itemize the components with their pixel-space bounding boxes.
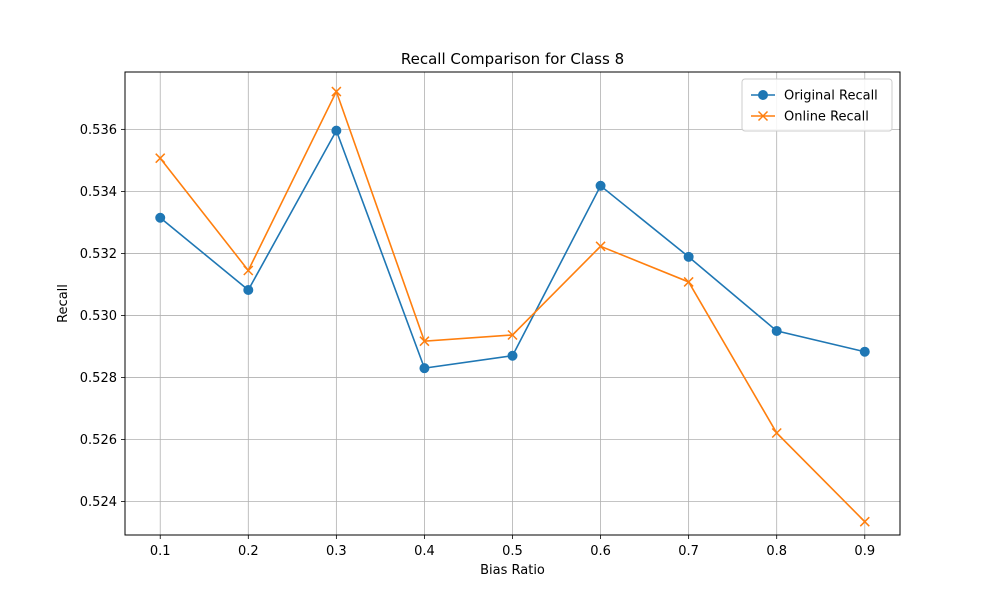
x-tick-label: 0.4 xyxy=(414,544,435,559)
data-point xyxy=(507,350,518,361)
y-tick-label: 0.524 xyxy=(80,495,117,510)
y-axis-ticks: 0.524 0.526 0.528 0.530 0.532 0.534 0.536 xyxy=(80,123,125,510)
y-tick-label: 0.534 xyxy=(80,185,117,200)
x-tick-label: 0.1 xyxy=(150,544,171,559)
data-point xyxy=(243,265,254,276)
data-point xyxy=(683,276,694,287)
x-tick-label: 0.9 xyxy=(854,544,875,559)
y-tick-label: 0.530 xyxy=(80,309,117,324)
data-point xyxy=(155,212,166,223)
y-tick-label: 0.526 xyxy=(80,433,117,448)
series-original-recall xyxy=(155,125,870,374)
series-layer xyxy=(155,86,870,527)
legend-marker xyxy=(757,110,769,122)
x-tick-label: 0.8 xyxy=(766,544,787,559)
x-tick-label: 0.6 xyxy=(590,544,611,559)
legend: Original Recall Online Recall xyxy=(741,78,893,132)
y-tick-label: 0.532 xyxy=(80,247,117,262)
data-point xyxy=(683,251,694,262)
x-tick-label: 0.7 xyxy=(678,544,699,559)
x-tick-label: 0.5 xyxy=(502,544,523,559)
legend-item: Original Recall xyxy=(751,89,878,104)
chart-title: Recall Comparison for Class 8 xyxy=(401,50,624,68)
y-axis-label: Recall xyxy=(56,284,71,323)
x-tick-label: 0.2 xyxy=(238,544,259,559)
data-point xyxy=(419,363,430,374)
legend-label: Original Recall xyxy=(784,89,878,104)
y-tick-label: 0.536 xyxy=(80,123,117,138)
data-point xyxy=(859,516,870,527)
legend-marker xyxy=(758,90,768,100)
data-point xyxy=(331,86,342,97)
data-point xyxy=(771,427,782,439)
data-point xyxy=(155,153,166,164)
legend-box xyxy=(741,78,893,132)
data-point xyxy=(331,125,342,136)
data-point xyxy=(595,241,606,252)
data-point xyxy=(859,346,870,357)
x-tick-label: 0.3 xyxy=(326,544,347,559)
x-axis-label: Bias Ratio xyxy=(480,563,545,578)
legend-item: Online Recall xyxy=(751,110,869,125)
grid-lines xyxy=(125,72,900,535)
x-axis-ticks: 0.1 0.2 0.3 0.4 0.5 0.6 0.7 0.8 0.9 xyxy=(150,535,875,559)
data-point xyxy=(419,336,430,347)
y-tick-label: 0.528 xyxy=(80,371,117,386)
data-point xyxy=(507,329,518,341)
data-point xyxy=(771,325,782,336)
series-online-recall xyxy=(155,86,870,527)
data-point xyxy=(243,285,254,296)
legend-label: Online Recall xyxy=(784,110,869,125)
data-point xyxy=(595,180,606,191)
